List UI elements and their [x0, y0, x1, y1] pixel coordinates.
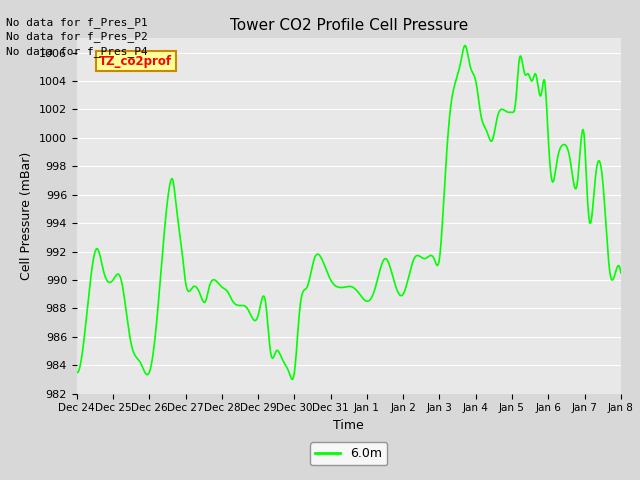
- Y-axis label: Cell Pressure (mBar): Cell Pressure (mBar): [20, 152, 33, 280]
- Legend: 6.0m: 6.0m: [310, 443, 387, 466]
- X-axis label: Time: Time: [333, 419, 364, 432]
- Text: No data for f_Pres_P4: No data for f_Pres_P4: [6, 46, 148, 57]
- Text: TZ_co2prof: TZ_co2prof: [99, 55, 172, 68]
- Text: No data for f_Pres_P2: No data for f_Pres_P2: [6, 31, 148, 42]
- Text: No data for f_Pres_P1: No data for f_Pres_P1: [6, 17, 148, 28]
- Title: Tower CO2 Profile Cell Pressure: Tower CO2 Profile Cell Pressure: [230, 18, 468, 33]
